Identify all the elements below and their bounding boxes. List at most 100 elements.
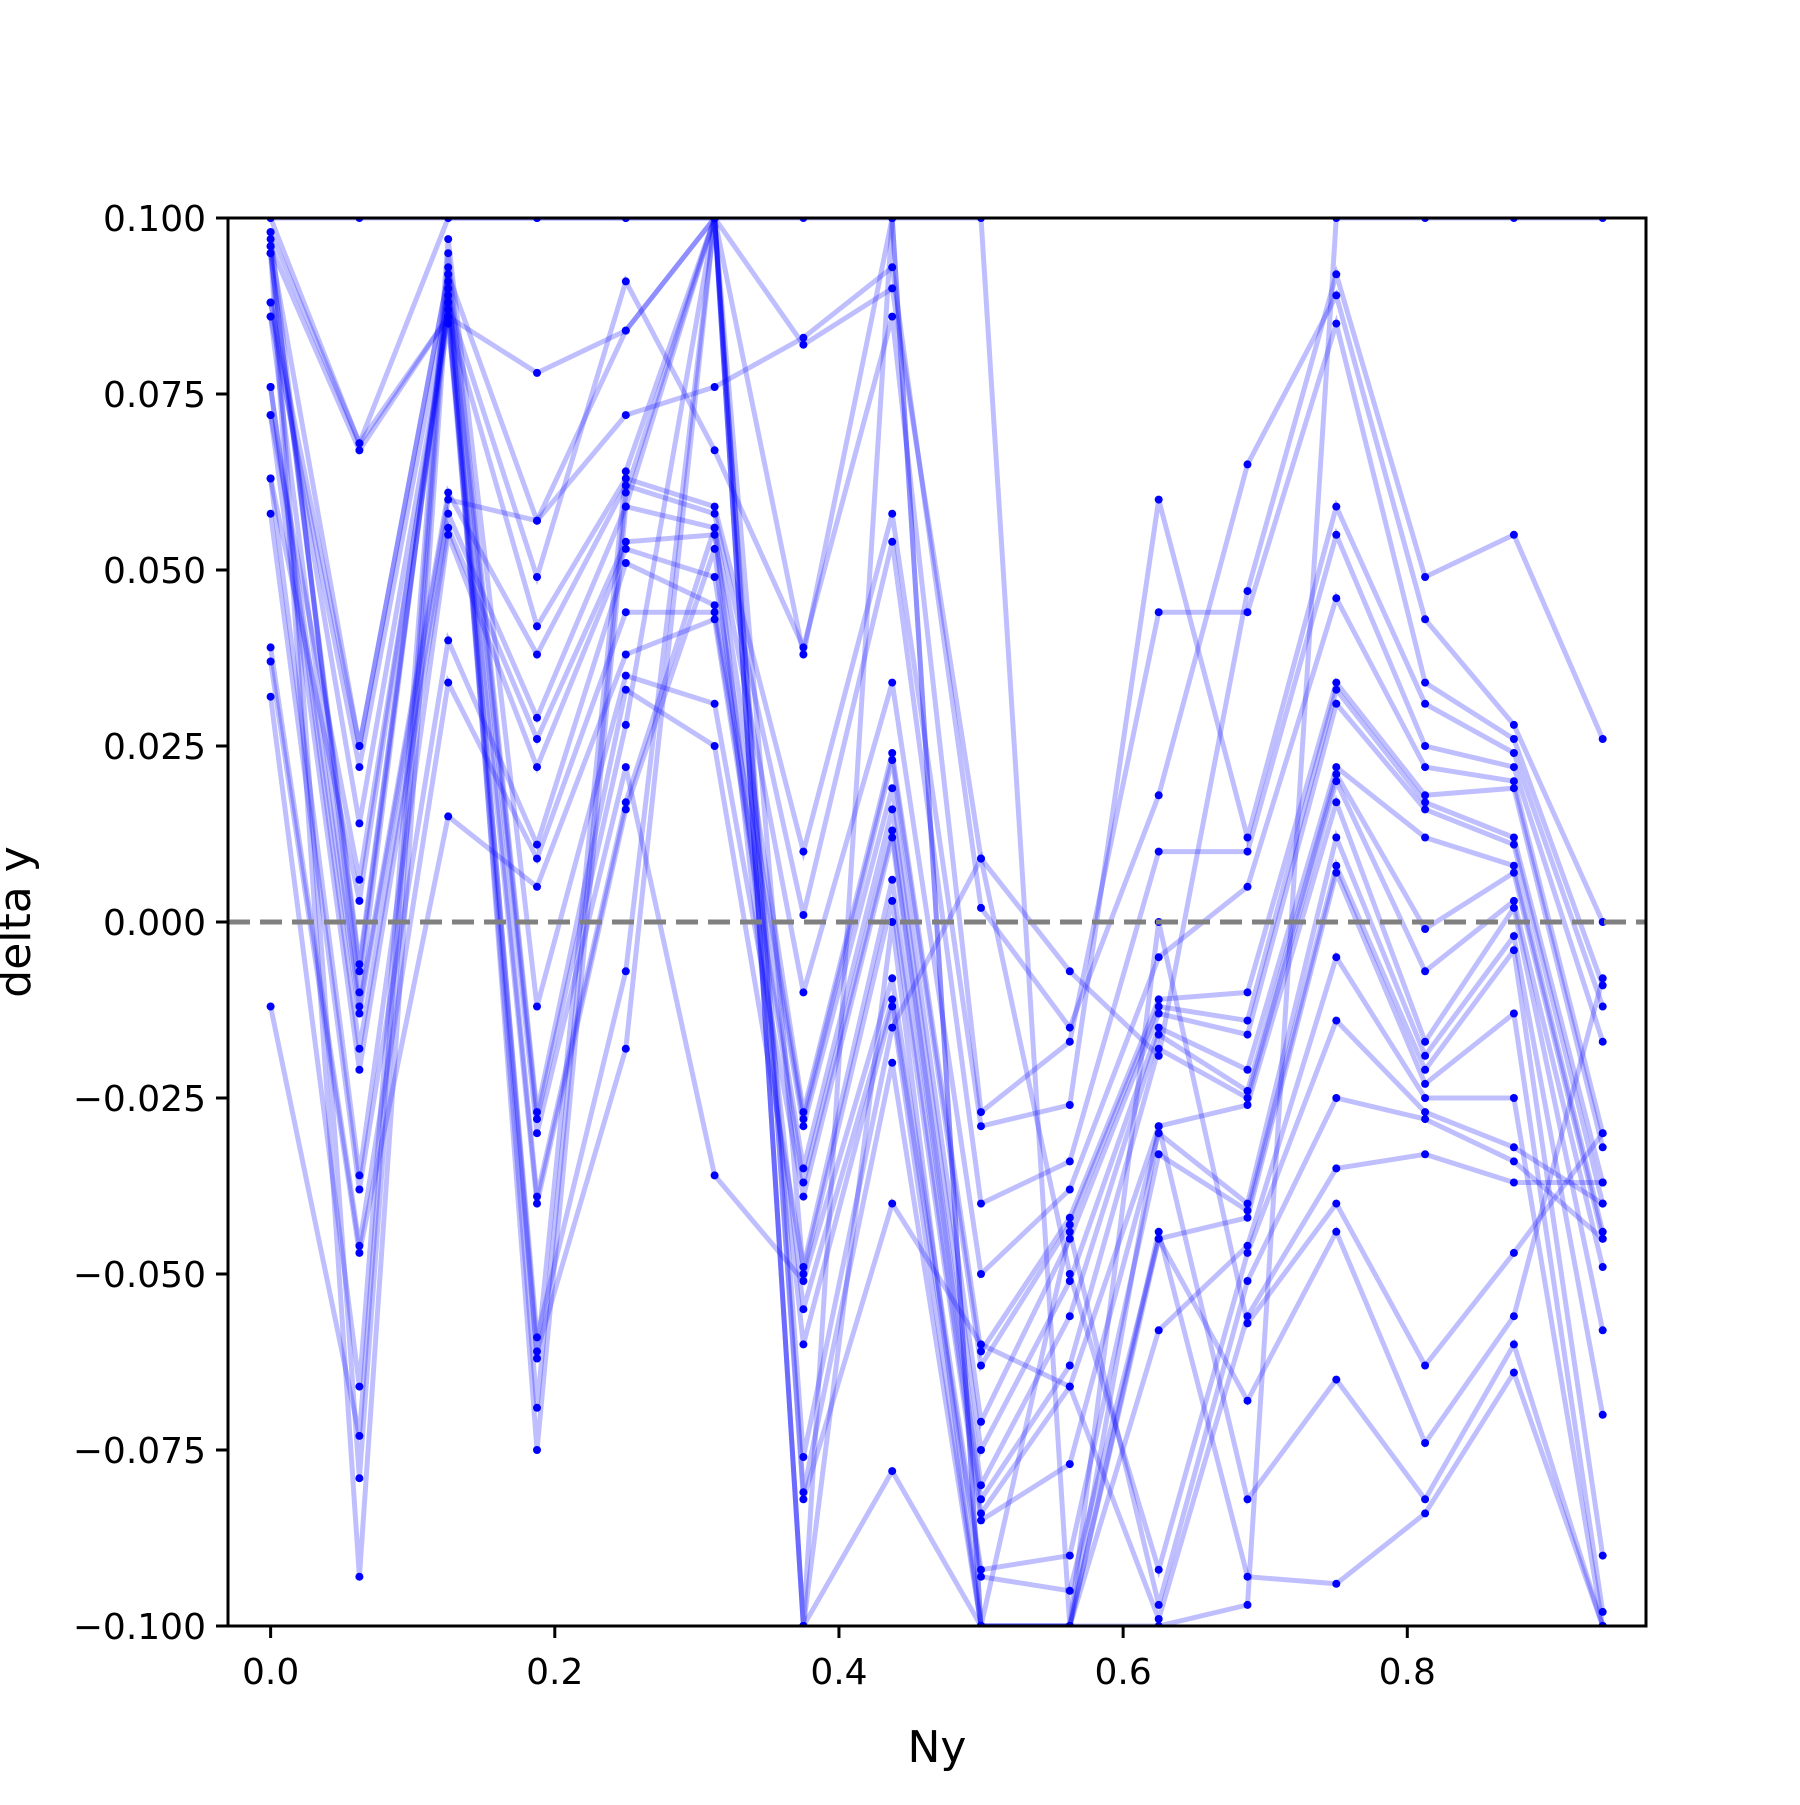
data-point	[888, 896, 897, 905]
data-point	[1154, 847, 1163, 856]
data-point	[1154, 995, 1163, 1004]
data-point	[710, 601, 719, 610]
data-point	[799, 340, 808, 349]
data-point	[355, 1382, 364, 1391]
data-point	[266, 643, 275, 652]
data-point	[1243, 460, 1252, 469]
data-point	[444, 812, 453, 821]
data-point	[1154, 1227, 1163, 1236]
data-point	[1065, 1234, 1074, 1243]
data-point	[710, 523, 719, 532]
data-point	[444, 509, 453, 518]
data-point	[533, 763, 541, 772]
data-point	[1065, 1157, 1074, 1166]
data-point	[710, 502, 719, 511]
data-point	[533, 1354, 541, 1363]
data-point	[355, 1009, 364, 1018]
data-point	[1421, 833, 1430, 842]
data-point	[355, 1431, 364, 1440]
series-line-4	[268, 302, 1606, 1130]
data-point	[977, 1509, 985, 1518]
data-point	[888, 284, 897, 293]
series-line-16	[268, 294, 1606, 1613]
data-point	[355, 439, 364, 448]
data-point	[710, 608, 719, 617]
data-point	[621, 608, 630, 617]
series-line-21	[268, 218, 1605, 1626]
data-point	[1509, 1094, 1518, 1102]
data-point	[888, 509, 897, 518]
data-point	[444, 530, 453, 539]
data-point	[1598, 1607, 1607, 1616]
data-point	[1065, 1312, 1074, 1321]
data-point	[444, 305, 453, 314]
data-point	[799, 650, 808, 659]
data-point	[444, 298, 453, 307]
data-point	[1598, 1326, 1607, 1335]
data-point	[621, 411, 630, 420]
data-point	[266, 657, 275, 666]
data-point	[1065, 1023, 1074, 1032]
data-point	[444, 312, 453, 321]
data-point	[1154, 791, 1163, 800]
data-point	[1509, 840, 1518, 849]
data-point	[1421, 1051, 1430, 1060]
data-point	[1598, 974, 1607, 983]
data-point	[1154, 1009, 1163, 1018]
data-point	[533, 368, 541, 377]
data-point	[1243, 1248, 1252, 1257]
data-point	[355, 763, 364, 772]
data-point	[533, 854, 541, 863]
data-point	[799, 1488, 808, 1497]
data-point	[266, 235, 275, 244]
data-point	[710, 530, 719, 539]
data-point	[710, 699, 719, 708]
data-point	[1332, 770, 1341, 779]
series-line-20	[268, 218, 1603, 1626]
data-point	[444, 636, 453, 645]
data-point	[1598, 1178, 1607, 1187]
data-point	[1598, 1199, 1607, 1208]
data-point	[266, 692, 275, 701]
data-point	[533, 1333, 541, 1342]
data-point	[444, 249, 453, 258]
data-point	[799, 1115, 808, 1124]
data-point	[1421, 805, 1430, 814]
data-point	[533, 882, 541, 891]
series-line-5	[268, 316, 1606, 1208]
data-point	[888, 312, 897, 321]
data-point	[888, 756, 897, 765]
data-point	[533, 516, 541, 525]
data-point	[444, 277, 453, 286]
data-point	[533, 622, 541, 631]
data-point	[1509, 720, 1518, 729]
data-point	[977, 1347, 985, 1356]
data-point	[266, 312, 275, 321]
data-point	[1332, 678, 1341, 687]
data-point	[1421, 742, 1430, 750]
data-point	[710, 544, 719, 553]
data-point	[444, 284, 453, 293]
data-point	[1065, 1586, 1074, 1595]
data-point	[355, 1241, 364, 1250]
data-point	[1509, 946, 1518, 955]
data-point	[977, 1270, 985, 1278]
data-point	[799, 643, 808, 652]
data-point	[1509, 749, 1518, 757]
data-point	[888, 974, 897, 983]
data-point	[1509, 530, 1518, 539]
y-tick-label: 0.000	[103, 903, 206, 944]
data-point	[355, 742, 364, 750]
data-point	[1421, 1079, 1430, 1088]
series-line-17	[268, 323, 1606, 1626]
series-line-7	[268, 414, 1606, 1359]
data-point	[533, 1108, 541, 1117]
data-point	[1421, 1065, 1430, 1074]
data-point	[799, 1164, 808, 1173]
data-point	[533, 713, 541, 722]
data-point	[1332, 868, 1341, 877]
data-point	[1332, 1094, 1341, 1102]
data-point	[1065, 1185, 1074, 1194]
data-point	[977, 1417, 985, 1426]
y-tick-label: −0.050	[73, 1255, 206, 1296]
